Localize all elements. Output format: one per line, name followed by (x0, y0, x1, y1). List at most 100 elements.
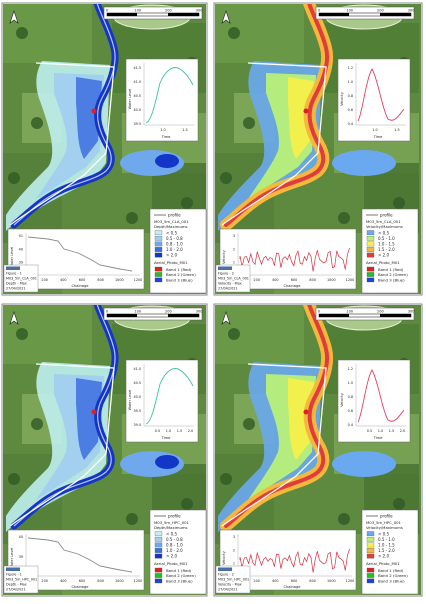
legend-band-swatch (154, 567, 163, 573)
legend-swatch (366, 531, 375, 537)
flood-depth-zone (76, 77, 102, 159)
legend-subtitle: Depth/Maximums (154, 224, 188, 229)
profile-line (221, 62, 327, 226)
inset-ytick: 1 (233, 562, 235, 566)
time-series-inset: Velocity 1.2 1.0 0.8 0.6 0.4 0.5 1.0 1.5 2.0 Time (337, 359, 411, 443)
legend-band-label: Band 3 (Blue) (166, 579, 193, 584)
scale-tick-label: 300 (408, 9, 415, 13)
legend-band-label: Band 1 (Red) (166, 568, 192, 573)
legend-item: 0.5 - 1.0 (378, 236, 395, 241)
legend-item: < 0.5 (166, 531, 177, 536)
legend-band-label: Band 2 (Green) (378, 573, 408, 578)
legend-swatch (154, 252, 163, 258)
scale-tick-label: 100 (346, 9, 353, 13)
inset-xlabel: Chainage (72, 585, 90, 589)
point-marker (91, 108, 97, 114)
legend-title: M03_5m_HPC_001 (366, 520, 402, 525)
legend-title: M03_5m_CLA_001 (154, 219, 189, 224)
inset-ytick: 0.8 (348, 94, 353, 98)
legend-band-swatch (154, 277, 163, 283)
map-panel: 0 100 200 300 Water Level 41.0 40.5 40.0 39.5 39.… (1, 303, 208, 597)
legend-band-label: Band 2 (Green) (378, 272, 408, 277)
legend-aerial-title: Aerial_Photo_M01 (154, 561, 188, 566)
inset-xtick: 2.0 (188, 429, 193, 433)
legend-band-label: Band 2 (Green) (166, 272, 196, 277)
profile-line (9, 363, 115, 527)
legend: profileM03_5m_HPC_001Velocity/Maximums< … (361, 509, 419, 595)
legend-profile-label: profile (380, 213, 393, 218)
legend-band-swatch (154, 578, 163, 584)
legend-swatch (366, 252, 375, 258)
scale-bar: 0 100 200 300 (315, 307, 414, 321)
inset-xtick: 1.5 (177, 429, 182, 433)
scale-tick-label: 100 (134, 310, 141, 314)
inset-series-line (145, 368, 194, 425)
legend-item: 0.5 - 1.0 (378, 537, 395, 542)
legend-swatch (366, 548, 375, 553)
scale-tick-label: 0 (318, 9, 320, 13)
inset-ytick: 40.5 (133, 381, 141, 385)
legend-item: < 0.5 (378, 531, 389, 536)
inset-ytick: 40.5 (133, 94, 141, 98)
profile-line (221, 363, 327, 527)
inset-xlabel: Chainage (284, 585, 302, 589)
legend-band-swatch (154, 573, 163, 578)
inset-ytick: 39.5 (133, 122, 141, 126)
figure-label-line: M03_5m_HPC_001 (6, 578, 37, 582)
map-panel: 0 100 200 300 Water Level 41.5 41.0 40.5 40.0 39.… (1, 2, 208, 296)
legend-band-swatch (366, 573, 375, 578)
legend-swatch (366, 241, 375, 247)
point-marker (303, 108, 309, 114)
figure-label-line: Figure - 2 (218, 573, 234, 577)
figure-label-line: 27/04/2021 (6, 588, 26, 592)
legend-item: 0.5 - 0.8 (166, 537, 183, 542)
legend-profile-label: profile (380, 514, 393, 519)
inset-xtick: 1.0 (160, 128, 165, 132)
inset-xlabel: Time (373, 135, 384, 139)
legend-item: 0.8 - 1.0 (166, 242, 183, 247)
inset-xtick: 200 (41, 579, 47, 583)
figure-label-line: 27/04/2021 (6, 287, 26, 291)
inset-xtick: 600 (291, 579, 297, 583)
scale-tick-label: 200 (165, 9, 172, 13)
legend-item: 1.0 - 1.5 (378, 543, 395, 548)
inset-ytick: 3 (233, 234, 235, 238)
legend-band-label: Band 3 (Blue) (378, 278, 405, 283)
inset-xtick: 1.5 (182, 128, 187, 132)
legend-item: 1.0 - 2.0 (166, 247, 183, 252)
legend-swatch (154, 536, 163, 542)
inset-ytick: 41.0 (133, 80, 141, 84)
scale-tick-label: 0 (318, 310, 320, 314)
velocity-zone (288, 378, 314, 460)
inset-xtick: 400 (272, 278, 278, 282)
inset-ytick: 2 (233, 548, 235, 552)
inset-xtick: 800 (309, 579, 315, 583)
inset-series-line (145, 67, 194, 124)
legend-item: 1.5 - 2.0 (378, 548, 395, 553)
legend-swatch (154, 531, 163, 537)
legend-swatch (154, 235, 163, 241)
inset-ylabel: Water Level (10, 247, 14, 268)
figure-label-line: Figure - 1 (6, 573, 22, 577)
inset-xtick: 400 (60, 579, 66, 583)
legend-band-label: Band 1 (Red) (378, 267, 404, 272)
inset-xtick: 400 (272, 579, 278, 583)
pond (332, 150, 396, 176)
time-series-inset: Velocity 1.2 1.0 0.8 0.6 0.4 1.0 1.5 Time (337, 58, 411, 142)
inset-ytick: 2 (233, 247, 235, 251)
inset-xlabel: Time (161, 135, 172, 139)
scale-tick-label: 0 (106, 310, 108, 314)
company-logo-icon (218, 266, 232, 270)
profile-line (9, 62, 115, 226)
figure-label-line: Figure - 2 (218, 272, 234, 276)
inset-ytick: 40 (19, 247, 23, 251)
figure-label-line: Velocity - Max (218, 583, 242, 587)
legend-item: 1.5 - 2.0 (378, 247, 395, 252)
inset-xtick: 200 (253, 278, 259, 282)
legend-swatch (366, 553, 375, 559)
legend-profile-label: profile (168, 213, 181, 218)
legend-band-swatch (366, 567, 375, 573)
inset-xtick: 1000 (115, 278, 124, 282)
